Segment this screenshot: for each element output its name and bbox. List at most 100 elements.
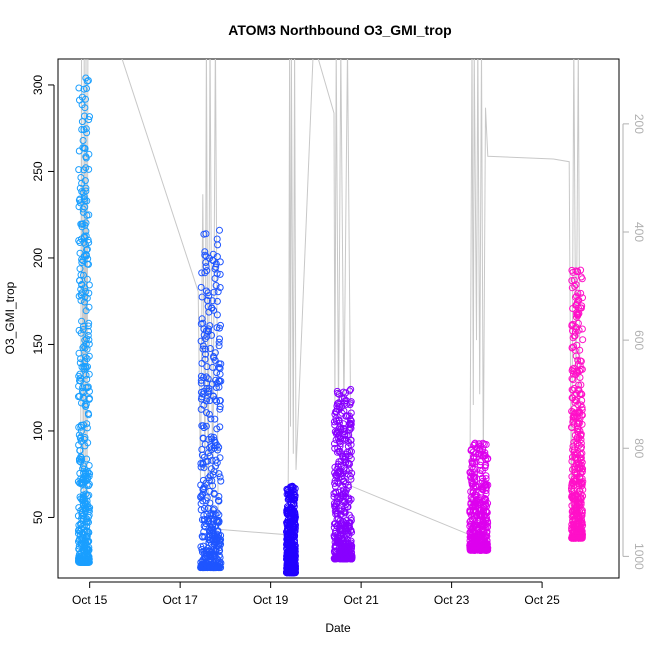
- data-point: [82, 307, 90, 315]
- data-point: [203, 547, 210, 555]
- data-point: [347, 514, 355, 522]
- data-point: [570, 370, 577, 378]
- data-point: [208, 529, 216, 537]
- data-point: [213, 235, 221, 243]
- data-point: [200, 464, 208, 472]
- y-tick-label: 100: [31, 421, 45, 441]
- y-tick-label: 200: [31, 248, 45, 268]
- data-point: [200, 374, 208, 381]
- data-point: [478, 467, 486, 475]
- data-point: [203, 267, 211, 275]
- data-point: [338, 532, 345, 539]
- data-point: [74, 512, 82, 520]
- data-point: [475, 440, 483, 448]
- data-point: [211, 396, 219, 404]
- data-point: [79, 480, 86, 488]
- data-point: [477, 451, 485, 459]
- series-group: [74, 74, 94, 566]
- data-point: [215, 544, 223, 552]
- data-point: [200, 401, 208, 409]
- data-point: [85, 165, 93, 173]
- data-point: [330, 418, 338, 426]
- data-point: [84, 322, 92, 330]
- data-point: [481, 545, 489, 553]
- data-point: [577, 436, 585, 444]
- data-point: [209, 392, 217, 400]
- data-point: [81, 145, 89, 152]
- data-point: [197, 320, 205, 328]
- data-point: [85, 239, 93, 246]
- data-point: [470, 500, 478, 508]
- data-point: [337, 511, 344, 519]
- data-point: [336, 555, 344, 563]
- data-point: [75, 521, 83, 529]
- data-point: [573, 512, 581, 520]
- data-point: [76, 434, 84, 442]
- data-point: [347, 424, 355, 432]
- data-point: [85, 491, 93, 499]
- data-point: [574, 289, 582, 297]
- data-point: [576, 487, 584, 495]
- data-point: [83, 245, 91, 253]
- data-point: [331, 507, 339, 515]
- chart-title: ATOM3 Northbound O3_GMI_trop: [228, 22, 451, 38]
- data-point: [290, 500, 298, 508]
- data-point: [198, 393, 206, 401]
- data-point: [204, 388, 212, 396]
- data-point: [215, 342, 223, 350]
- data-point: [572, 352, 580, 360]
- data-point: [76, 374, 84, 382]
- data-point: [80, 558, 88, 566]
- data-point: [77, 220, 85, 228]
- data-point: [86, 113, 93, 121]
- data-point: [212, 263, 220, 271]
- data-point: [578, 480, 585, 488]
- data-point: [572, 454, 580, 462]
- data-point: [569, 532, 577, 540]
- data-point: [201, 248, 209, 256]
- data-point: [81, 112, 88, 120]
- data-point: [571, 396, 579, 404]
- data-point: [568, 375, 576, 383]
- data-point: [79, 137, 87, 144]
- data-point: [82, 475, 90, 483]
- y2-tick-label: 800: [632, 438, 646, 458]
- data-point: [572, 409, 580, 417]
- data-point: [211, 510, 219, 518]
- data-point: [210, 433, 218, 441]
- data-point: [338, 498, 346, 505]
- data-point: [569, 495, 577, 503]
- data-point: [75, 423, 83, 431]
- data-point: [216, 258, 224, 266]
- data-point: [287, 489, 295, 496]
- data-point: [216, 270, 224, 278]
- data-point: [76, 392, 84, 400]
- data-point: [82, 384, 90, 392]
- data-point: [209, 297, 216, 305]
- data-point: [343, 503, 351, 511]
- data-point: [347, 448, 355, 456]
- data-point: [576, 427, 584, 435]
- data-point: [332, 555, 340, 563]
- data-point: [571, 332, 579, 340]
- data-point: [347, 475, 355, 483]
- data-point: [200, 230, 208, 238]
- data-point: [82, 95, 89, 103]
- data-point: [207, 524, 215, 532]
- data-point: [82, 403, 90, 410]
- data-point: [576, 346, 584, 354]
- data-point: [217, 360, 225, 368]
- data-point: [569, 365, 577, 373]
- secondary-y-axis: 200 400 600 800 1000: [622, 114, 646, 570]
- data-point: [213, 324, 221, 332]
- data-point: [77, 437, 85, 445]
- data-point: [79, 393, 87, 401]
- data-point: [208, 435, 216, 443]
- data-point: [201, 553, 208, 561]
- data-point: [331, 502, 339, 510]
- data-point: [568, 473, 576, 481]
- data-point: [577, 454, 585, 462]
- data-point: [83, 455, 91, 463]
- data-point: [197, 492, 205, 500]
